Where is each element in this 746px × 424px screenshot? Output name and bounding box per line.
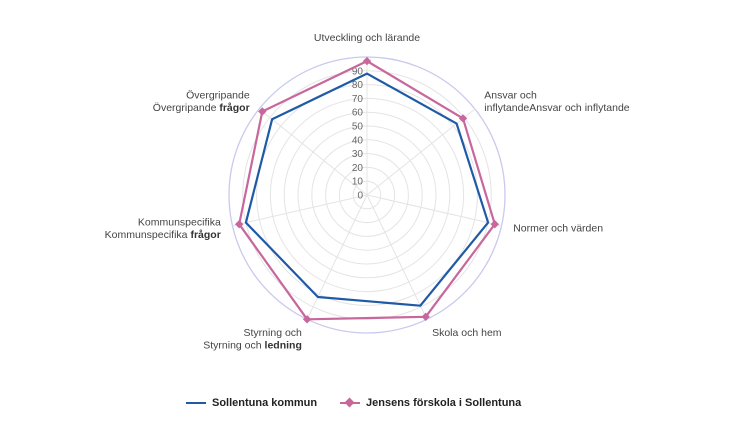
- category-label-5: Styrning och ledning: [203, 340, 302, 352]
- category-label-6: Kommunspecifika: [138, 216, 221, 228]
- radial-tick-label: 30: [352, 149, 364, 160]
- category-label-7: Övergripande: [186, 89, 250, 101]
- category-label-2: inflytandeAnsvar och inflytande: [484, 102, 629, 114]
- radial-tick-label: 60: [352, 108, 364, 119]
- category-label-2: Ansvar och: [484, 89, 537, 101]
- legend-item-series-2[interactable]: Jensens förskola i Sollentuna: [340, 396, 521, 410]
- legend-swatch-series-1: [186, 396, 206, 410]
- category-label-1: Utveckling och lärande: [314, 32, 420, 44]
- legend-line-series-1: [186, 402, 206, 404]
- chart-legend: Sollentuna kommun Jensens förskola i Sol…: [0, 396, 746, 414]
- legend-item-series-1[interactable]: Sollentuna kommun: [186, 396, 317, 410]
- radial-tick-label: 0: [357, 191, 363, 202]
- radial-tick-label: 50: [352, 122, 364, 133]
- legend-swatch-series-2: [340, 396, 360, 410]
- legend-label-series-2: Jensens förskola i Sollentuna: [366, 397, 521, 409]
- legend-marker-series-2: [345, 398, 355, 408]
- category-label-3: Normer och värden: [513, 223, 603, 235]
- category-label-6: Kommunspecifika frågor: [105, 229, 221, 241]
- legend-label-series-1: Sollentuna kommun: [212, 397, 317, 409]
- category-label-4: Skola och hem: [432, 327, 502, 339]
- category-label-5: Styrning och: [244, 327, 303, 339]
- radial-tick-label: 10: [352, 177, 364, 188]
- radial-tick-label: 70: [352, 94, 364, 105]
- radial-tick-label: 40: [352, 135, 364, 146]
- category-label-7: Övergripande frågor: [153, 102, 250, 114]
- radial-tick-label: 80: [352, 80, 364, 91]
- grid-spoke-4: [367, 195, 427, 319]
- radial-tick-label: 20: [352, 163, 364, 174]
